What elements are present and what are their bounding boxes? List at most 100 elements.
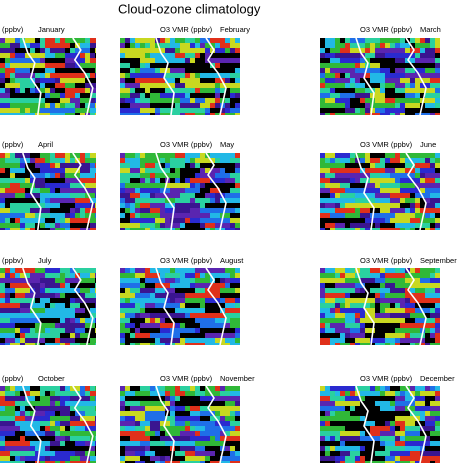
map-cell: [230, 63, 235, 68]
map-cell: [370, 108, 375, 113]
map-cell: [230, 308, 235, 313]
map-cell: [340, 88, 345, 93]
map-cell: [320, 213, 325, 218]
map-cell: [120, 198, 125, 203]
map-cell: [355, 158, 360, 163]
map-cell: [230, 223, 235, 228]
map-cell: [145, 431, 150, 436]
map-cell: [65, 278, 70, 283]
map-cell: [225, 278, 230, 283]
map-cell: [410, 198, 415, 203]
map-cell: [410, 108, 415, 113]
map-cell: [165, 73, 170, 78]
map-cell: [145, 58, 150, 63]
map-cell: [140, 78, 145, 83]
map-cell: [65, 113, 70, 115]
map-cell: [55, 268, 60, 273]
map-cell: [140, 268, 145, 273]
map-cell: [330, 223, 335, 228]
map-cell: [220, 288, 225, 293]
map-cell: [75, 333, 80, 338]
map-cell: [225, 273, 230, 278]
map-cell: [170, 343, 175, 345]
map-cell: [380, 163, 385, 168]
map-cell: [230, 426, 235, 431]
map-cell: [20, 278, 25, 283]
map-cell: [200, 338, 205, 343]
map-cell: [10, 38, 15, 43]
map-cell: [150, 436, 155, 441]
map-cell: [145, 228, 150, 230]
map-cell: [60, 113, 65, 115]
map-cell: [355, 298, 360, 303]
map-cell: [25, 446, 30, 451]
map-cell: [145, 411, 150, 416]
map-cell: [195, 426, 200, 431]
map-cell: [130, 83, 135, 88]
map-cell: [10, 218, 15, 223]
map-cell: [220, 93, 225, 98]
map-cell: [435, 406, 440, 411]
map-cell: [125, 103, 130, 108]
map-cell: [10, 396, 15, 401]
map-cell: [385, 83, 390, 88]
map-cell: [375, 278, 380, 283]
map-cell: [415, 338, 420, 343]
map-cell: [410, 203, 415, 208]
map-cell: [210, 68, 215, 73]
map-cell: [225, 103, 230, 108]
map-cell: [375, 173, 380, 178]
map-cell: [210, 38, 215, 43]
map-cell: [230, 158, 235, 163]
map-cell: [320, 48, 325, 53]
map-cell: [60, 108, 65, 113]
map-cell: [165, 431, 170, 436]
map-cell: [350, 78, 355, 83]
map-cell: [395, 93, 400, 98]
map-cell: [180, 426, 185, 431]
coastline: [205, 385, 227, 464]
map-cell: [90, 333, 95, 338]
map-cell: [385, 108, 390, 113]
map-cell: [0, 426, 5, 431]
map-cell: [50, 108, 55, 113]
map-cell: [335, 318, 340, 323]
map-cell: [365, 303, 370, 308]
map-cell: [35, 63, 40, 68]
map-cell: [0, 188, 5, 193]
map-cell: [415, 173, 420, 178]
map-cell: [40, 396, 45, 401]
map-cell: [180, 193, 185, 198]
map-cell: [320, 108, 325, 113]
map-cell: [360, 318, 365, 323]
map-cell: [60, 268, 65, 273]
map-cell: [425, 396, 430, 401]
map-cell: [30, 223, 35, 228]
map-cell: [415, 53, 420, 58]
map-cell: [415, 396, 420, 401]
map-cell: [145, 73, 150, 78]
map-cell: [150, 68, 155, 73]
map-cell: [425, 431, 430, 436]
map-cell: [10, 173, 15, 178]
map-cell: [380, 436, 385, 441]
map-cell: [345, 83, 350, 88]
map-cell: [30, 313, 35, 318]
map-cell: [350, 38, 355, 43]
map-cell: [35, 88, 40, 93]
map-cell: [0, 416, 5, 421]
map-cell: [365, 103, 370, 108]
map-cell: [50, 338, 55, 343]
map-cell: [90, 43, 95, 48]
map-cell: [55, 98, 60, 103]
map-cell: [40, 218, 45, 223]
map-cell: [55, 273, 60, 278]
map-cell: [80, 223, 85, 228]
map-cell: [55, 396, 60, 401]
map-cell: [150, 411, 155, 416]
map-cell: [330, 188, 335, 193]
map-cell: [330, 426, 335, 431]
map-cell: [385, 303, 390, 308]
map-cell: [225, 446, 230, 451]
map-cell: [65, 173, 70, 178]
